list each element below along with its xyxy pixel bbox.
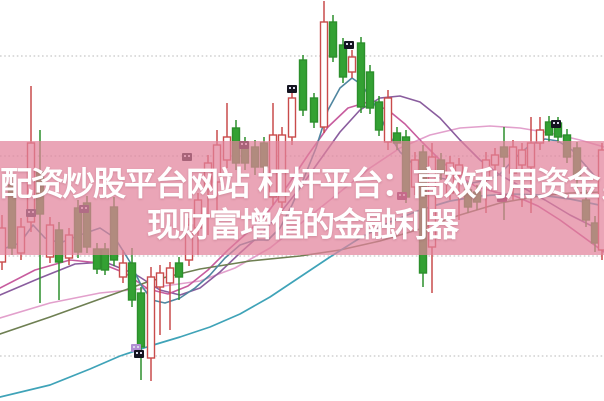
candle-body [287, 97, 297, 138]
candle-body [146, 276, 156, 359]
candle-body [155, 272, 165, 288]
candle-body [174, 262, 184, 278]
flag-marker [134, 350, 144, 358]
candle-body [136, 292, 146, 348]
candle-body [383, 97, 393, 143]
candle-body [319, 21, 329, 128]
flag-marker-dot [133, 346, 135, 348]
candle-body [365, 71, 375, 109]
candle-body [298, 59, 308, 111]
candle-body [356, 42, 366, 108]
flag-marker-dot [557, 122, 559, 124]
flag-marker-dot [137, 346, 139, 348]
candle-body [127, 262, 137, 301]
flag-marker-dot [346, 43, 348, 45]
candle-body [374, 101, 384, 131]
candle-body [338, 44, 348, 78]
candle-body [328, 21, 338, 58]
flag-marker [287, 85, 297, 93]
candle-body [118, 262, 128, 278]
candle-body [544, 121, 554, 136]
flag-marker-dot [140, 352, 142, 354]
banner-headline-line2: 现财富增值的金融利器 [147, 205, 459, 244]
flag-marker [344, 41, 354, 49]
flag-marker-dot [136, 352, 138, 354]
flag-marker [551, 120, 561, 128]
candle-body [309, 97, 319, 123]
flag-marker-dot [553, 122, 555, 124]
flag-marker-dot [293, 87, 295, 89]
candle-body [165, 267, 175, 284]
banner-headline-line1: 配资炒股平台网站 杠杆平台：高效利用资金，实 [0, 164, 604, 203]
candle-body [347, 56, 357, 73]
flag-marker-dot [350, 43, 352, 45]
flag-marker-dot [289, 87, 291, 89]
promo-banner-overlay: 配资炒股平台网站 杠杆平台：高效利用资金，实 现财富增值的金融利器 [0, 141, 604, 255]
